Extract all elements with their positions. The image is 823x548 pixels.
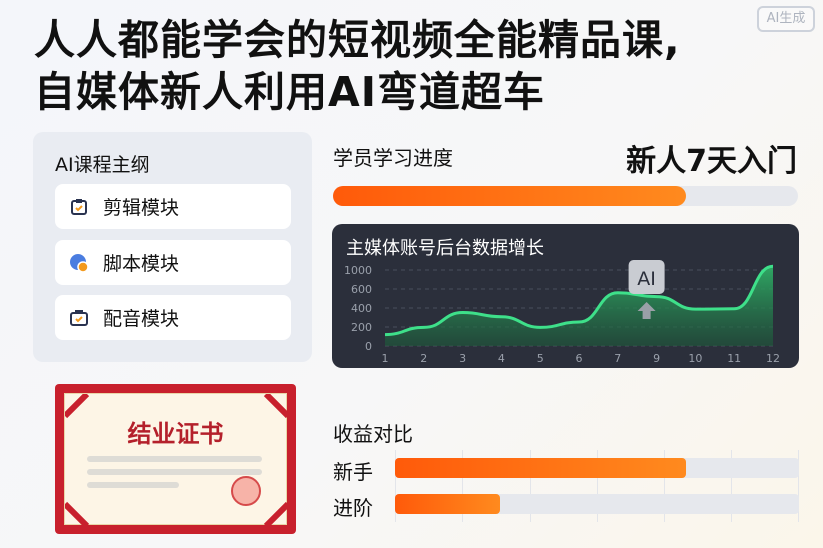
growth-chart-panel: 主媒体账号后台数据增长 0 200 400 600 1000 1 2 3 4 5 6 7 9 10 11 12… xyxy=(332,224,799,368)
income-title: 收益对比 xyxy=(333,422,413,446)
globe-badge-icon xyxy=(69,253,89,273)
y-tick-label: 400 xyxy=(351,302,372,315)
outline-item-label: 脚本模块 xyxy=(103,253,180,275)
course-outline-panel: AI课程主纲 剪辑模块 脚本模块 配音模块 xyxy=(33,132,312,362)
x-tick-label: 10 xyxy=(688,352,702,365)
ai-annotation-box xyxy=(628,260,665,294)
x-tick-label: 4 xyxy=(498,352,505,365)
income-row-label: 新手 xyxy=(333,460,373,484)
ai-annotation-label: AI xyxy=(637,268,656,290)
certificate-title: 结业证书 xyxy=(127,420,224,448)
arrow-up-icon xyxy=(637,302,656,319)
briefcase-check-icon xyxy=(69,308,89,328)
outline-item-label: 配音模块 xyxy=(103,308,180,330)
series-area xyxy=(385,266,773,346)
chart-title: 主媒体账号后台数据增长 xyxy=(346,238,544,259)
seal-icon xyxy=(231,476,261,506)
y-tick-label: 1000 xyxy=(344,264,372,277)
x-tick-label: 1 xyxy=(382,352,389,365)
income-bar-fill xyxy=(395,458,686,478)
x-tick-label: 9 xyxy=(653,352,660,365)
outline-item-editing[interactable]: 剪辑模块 xyxy=(55,184,291,229)
x-tick-label: 11 xyxy=(727,352,741,365)
outline-title: AI课程主纲 xyxy=(55,154,150,176)
x-tick-label: 7 xyxy=(614,352,621,365)
outline-item-label: 剪辑模块 xyxy=(103,197,180,219)
outline-item-voiceover[interactable]: 配音模块 xyxy=(55,295,291,340)
y-tick-label: 0 xyxy=(365,340,372,353)
x-tick-label: 3 xyxy=(459,352,466,365)
x-tick-label: 12 xyxy=(766,352,780,365)
progress-label: 学员学习进度 xyxy=(333,146,453,170)
x-tick-label: 5 xyxy=(537,352,544,365)
certificate-text-line xyxy=(87,482,179,488)
outline-item-script[interactable]: 脚本模块 xyxy=(55,240,291,285)
series-line xyxy=(384,264,774,337)
x-tick-label: 2 xyxy=(420,352,427,365)
income-bar-beginner xyxy=(395,458,799,478)
progress-fill xyxy=(333,186,687,206)
ai-generated-watermark: AI生成 xyxy=(757,6,815,32)
certificate-text-line xyxy=(87,469,262,475)
income-bar-advanced xyxy=(395,494,799,514)
y-tick-label: 600 xyxy=(351,283,372,296)
progress-bar xyxy=(333,186,798,206)
y-tick-label: 200 xyxy=(351,321,372,334)
headline-line-1: 人人都能学会的短视频全能精品课, xyxy=(34,16,681,64)
x-tick-label: 6 xyxy=(576,352,583,365)
certificate-text-line xyxy=(87,456,262,462)
income-bar-fill xyxy=(395,494,501,514)
progress-badge: 新人7天入门 xyxy=(626,144,797,179)
headline-line-2: 自媒体新人利用AI弯道超车 xyxy=(34,68,545,116)
income-row-label: 进阶 xyxy=(333,496,373,520)
clipboard-check-icon xyxy=(69,197,89,217)
certificate: 结业证书 xyxy=(55,384,296,534)
